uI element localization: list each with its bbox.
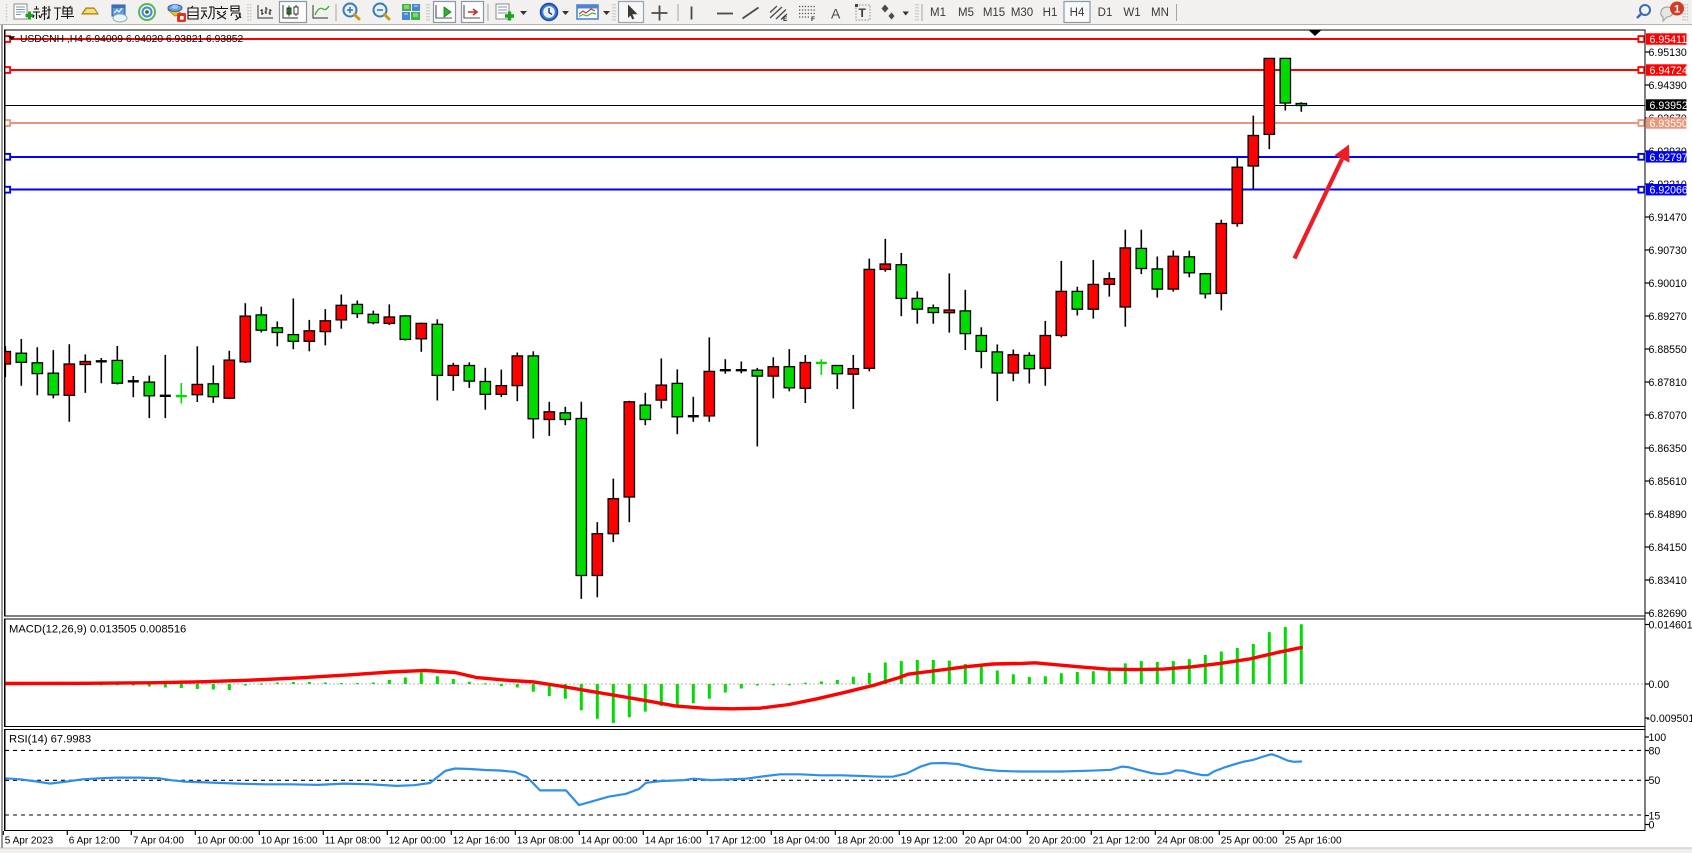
svg-text:25 Apr 00:00: 25 Apr 00:00 [1221, 836, 1278, 847]
svg-text:25 Apr 16:00: 25 Apr 16:00 [1285, 836, 1342, 847]
svg-text:6.82690: 6.82690 [1649, 608, 1687, 620]
svg-text:0: 0 [1649, 819, 1655, 831]
svg-text:80: 80 [1649, 745, 1661, 757]
svg-text:6.95411: 6.95411 [1650, 34, 1688, 46]
svg-text:6.85610: 6.85610 [1649, 476, 1687, 488]
svg-text:10 Apr 16:00: 10 Apr 16:00 [261, 836, 318, 847]
svg-text:-0.009501: -0.009501 [1647, 713, 1692, 725]
svg-text:6.86350: 6.86350 [1649, 443, 1687, 455]
svg-text:M5: M5 [958, 7, 974, 19]
svg-text:6.94724: 6.94724 [1650, 65, 1688, 77]
svg-text:6.93952: 6.93952 [1650, 100, 1688, 112]
svg-text:12 Apr 00:00: 12 Apr 00:00 [389, 836, 446, 847]
svg-text:D1: D1 [1098, 7, 1113, 19]
svg-text:20 Apr 20:00: 20 Apr 20:00 [1029, 836, 1086, 847]
svg-text:24 Apr 08:00: 24 Apr 08:00 [1157, 836, 1214, 847]
svg-text:H4: H4 [1070, 7, 1085, 19]
svg-text:6.90010: 6.90010 [1649, 278, 1687, 290]
svg-text:13 Apr 08:00: 13 Apr 08:00 [517, 836, 574, 847]
svg-text:5 Apr 2023: 5 Apr 2023 [5, 836, 54, 847]
svg-text:0.014601: 0.014601 [1649, 619, 1692, 631]
svg-text:19 Apr 12:00: 19 Apr 12:00 [901, 836, 958, 847]
svg-text:11 Apr 08:00: 11 Apr 08:00 [325, 836, 381, 847]
svg-text:6.83410: 6.83410 [1649, 575, 1687, 587]
svg-text:6 Apr 12:00: 6 Apr 12:00 [69, 836, 121, 847]
svg-text:14 Apr 16:00: 14 Apr 16:00 [645, 836, 702, 847]
svg-text:17 Apr 12:00: 17 Apr 12:00 [709, 836, 766, 847]
svg-text:T: T [859, 6, 867, 20]
svg-text:0.00: 0.00 [1649, 679, 1670, 691]
svg-text:6.88550: 6.88550 [1649, 344, 1687, 356]
svg-text:6.89270: 6.89270 [1649, 311, 1687, 323]
svg-text:M1: M1 [930, 7, 946, 19]
svg-text:6.92797: 6.92797 [1650, 152, 1688, 164]
svg-text:6.84890: 6.84890 [1649, 509, 1687, 521]
svg-text:14 Apr 00:00: 14 Apr 00:00 [581, 836, 638, 847]
svg-text:15: 15 [1649, 810, 1661, 822]
svg-text:12 Apr 16:00: 12 Apr 16:00 [453, 836, 510, 847]
svg-text:M15: M15 [983, 7, 1005, 19]
svg-text:M30: M30 [1011, 7, 1033, 19]
svg-text:10 Apr 00:00: 10 Apr 00:00 [197, 836, 254, 847]
svg-text:E: E [783, 16, 788, 23]
svg-text:18 Apr 20:00: 18 Apr 20:00 [837, 836, 894, 847]
svg-text:6.87070: 6.87070 [1649, 410, 1687, 422]
svg-text:100: 100 [1649, 732, 1667, 744]
svg-text:F: F [811, 16, 815, 23]
svg-text:20 Apr 04:00: 20 Apr 04:00 [965, 836, 1022, 847]
svg-text:6.90730: 6.90730 [1649, 245, 1687, 257]
svg-text:6.87810: 6.87810 [1649, 377, 1687, 389]
svg-text:USDCNH ,H4 6.94009 6.94020 6.: USDCNH ,H4 6.94009 6.94020 6.93821 6.938… [20, 34, 244, 45]
svg-text:MACD(12,26,9) 0.013505 0.00851: MACD(12,26,9) 0.013505 0.008516 [9, 623, 186, 635]
svg-text:MN: MN [1151, 7, 1169, 19]
svg-text:1: 1 [1674, 4, 1680, 16]
svg-text:6.93550: 6.93550 [1650, 118, 1688, 130]
svg-text:6.92066: 6.92066 [1650, 185, 1688, 197]
svg-text:6.94390: 6.94390 [1649, 80, 1687, 92]
svg-text:6.95130: 6.95130 [1649, 47, 1687, 59]
svg-text:W1: W1 [1123, 7, 1140, 19]
svg-text:18 Apr 04:00: 18 Apr 04:00 [773, 836, 830, 847]
svg-text:21 Apr 12:00: 21 Apr 12:00 [1093, 836, 1150, 847]
svg-text:50: 50 [1649, 775, 1661, 787]
svg-text:6.91470: 6.91470 [1649, 212, 1687, 224]
svg-text:H1: H1 [1043, 7, 1058, 19]
svg-text:7 Apr 04:00: 7 Apr 04:00 [133, 836, 185, 847]
svg-text:6.84150: 6.84150 [1649, 542, 1687, 554]
svg-text:RSI(14) 67.9983: RSI(14) 67.9983 [9, 734, 91, 746]
svg-text:A: A [831, 6, 841, 22]
